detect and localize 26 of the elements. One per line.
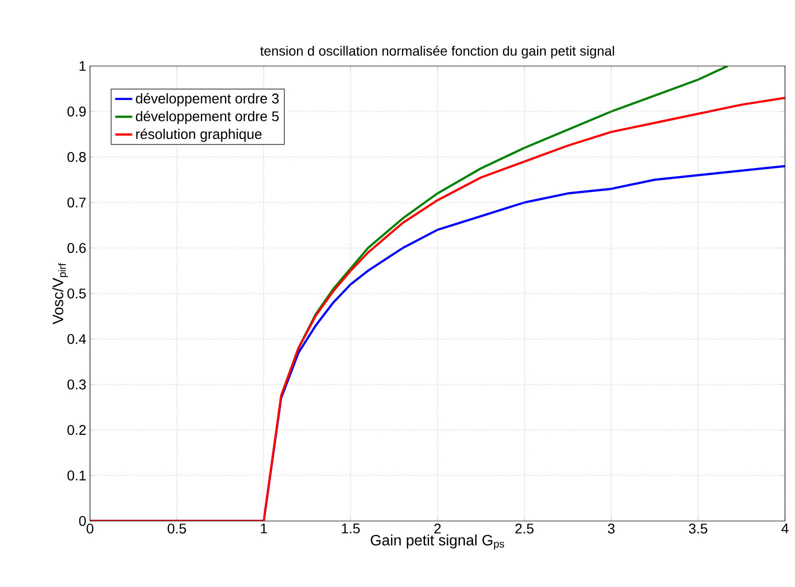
x-axis-title: Gain petit signal G$_{ps}$ [370,534,504,550]
x-tick-label: 3.5 [688,524,708,534]
x-tick-label: 3 [608,524,615,534]
x-tick-label: 0.5 [168,524,186,534]
y-tick-label: 0.9 [67,106,86,116]
y-tick-label: 0.7 [67,198,86,208]
y-axis-title: Vosc/V$_{pirf}$ [52,263,68,324]
y-tick-label: 0.4 [67,334,86,344]
y-tick-label: 0.1 [67,470,86,480]
legend-label: développement ordre 3 [136,93,279,106]
y-tick-label: 0.3 [67,380,86,390]
y-tick-label: 0.5 [67,288,86,298]
x-tick-label: 2.5 [515,524,534,534]
x-tick-label: 1 [260,524,267,534]
x-tick-label: 2 [434,524,441,534]
legend-label: résolution graphique [136,128,262,142]
x-tick-label: 4 [781,524,788,534]
y-tick-label: 0.6 [67,243,86,253]
y-tick-label: 0.2 [67,425,86,435]
y-tick-label: 1 [80,61,86,71]
legend-label: développement ordre 5 [136,110,279,124]
x-tick-label: 0 [86,524,94,534]
y-tick-label: 0 [79,516,86,526]
chart-title: tension d oscillation normalisée fonction du gain petit signal [260,46,614,58]
x-tick-label: 1.5 [342,524,360,534]
y-tick-label: 0.8 [67,152,86,162]
